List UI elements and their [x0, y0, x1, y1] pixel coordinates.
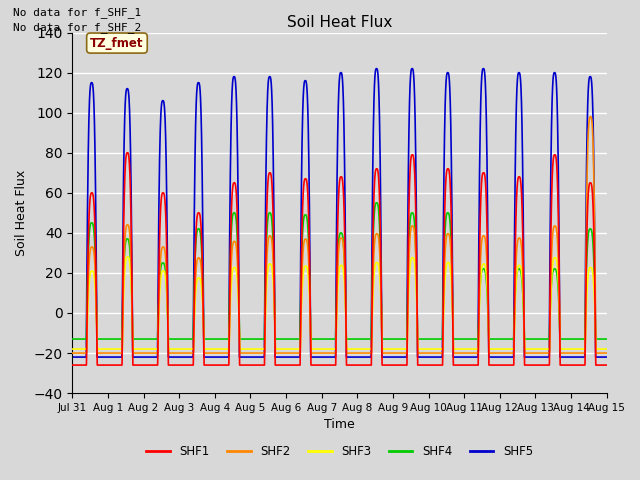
X-axis label: Time: Time: [324, 419, 355, 432]
Y-axis label: Soil Heat Flux: Soil Heat Flux: [15, 170, 28, 256]
Legend: SHF1, SHF2, SHF3, SHF4, SHF5: SHF1, SHF2, SHF3, SHF4, SHF5: [141, 441, 538, 463]
Title: Soil Heat Flux: Soil Heat Flux: [287, 15, 392, 30]
Text: TZ_fmet: TZ_fmet: [90, 36, 144, 49]
Text: No data for f_SHF_2: No data for f_SHF_2: [13, 22, 141, 33]
Text: No data for f_SHF_1: No data for f_SHF_1: [13, 7, 141, 18]
